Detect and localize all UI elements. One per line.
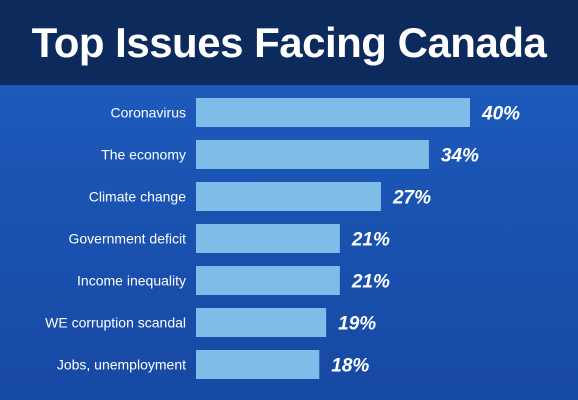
category-label: Income inequality (77, 273, 186, 289)
bar (196, 140, 429, 169)
value-label: 40% (481, 104, 520, 125)
category-label: Jobs, unemployment (57, 357, 186, 373)
category-label: The economy (101, 147, 186, 163)
value-label: 34% (441, 146, 479, 167)
bar (196, 224, 340, 253)
title-bar: Top Issues Facing Canada (0, 0, 578, 85)
value-label: 21% (351, 272, 390, 293)
bar (196, 98, 470, 127)
page-title: Top Issues Facing Canada (31, 18, 547, 66)
value-label: 18% (331, 356, 369, 377)
category-label: Coronavirus (111, 105, 186, 121)
value-label: 21% (351, 230, 390, 251)
category-label: Climate change (89, 189, 186, 205)
bar (196, 350, 320, 379)
bar (196, 182, 381, 211)
bar (196, 308, 327, 337)
bar (196, 266, 340, 295)
category-label: WE corruption scandal (45, 315, 186, 331)
value-label: 27% (392, 188, 431, 209)
category-label: Government deficit (69, 231, 187, 247)
value-label: 19% (338, 314, 376, 335)
